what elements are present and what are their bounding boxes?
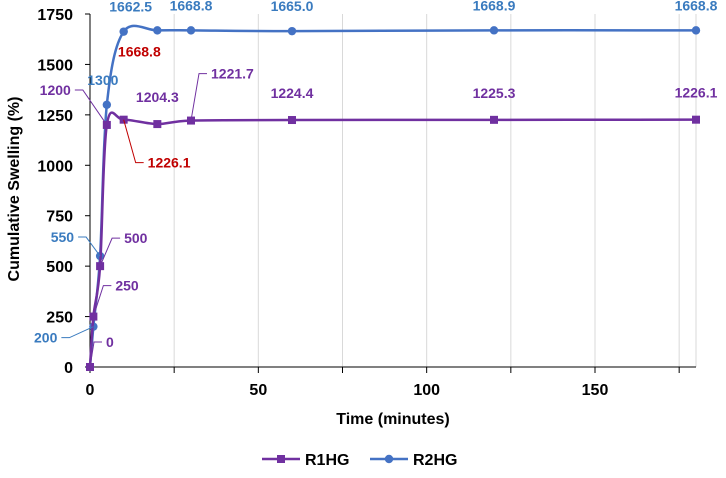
x-tick-label: 50 — [249, 382, 267, 399]
data-label-r2hg: 1668.9 — [473, 0, 516, 13]
y-axis-title: Cumulative Swelling (%) — [6, 97, 23, 282]
data-label-r1hg: 1224.4 — [271, 85, 314, 101]
legend-marker-r1hg — [277, 455, 285, 463]
data-point-r2hg — [691, 26, 701, 35]
y-tick-label: 0 — [64, 360, 73, 377]
data-label-r1hg: 1226.1 — [675, 85, 718, 101]
data-point-r1hg — [153, 120, 162, 129]
data-label-leader — [99, 237, 121, 267]
y-tick-label: 1250 — [37, 108, 73, 125]
legend-label-r2hg: R2HG — [413, 452, 457, 469]
data-label-leader — [92, 285, 112, 317]
x-tick-label: 0 — [86, 382, 95, 399]
data-label-r1hg: 1226.1 — [148, 155, 191, 171]
grid-lines — [173, 14, 697, 367]
data-label-r1hg: 500 — [124, 230, 148, 246]
data-label-r1hg: 0 — [106, 334, 114, 350]
series-layer — [85, 24, 701, 372]
data-label-leader — [78, 236, 101, 257]
y-tick-label: 750 — [46, 209, 73, 226]
data-point-r2hg — [102, 100, 112, 109]
data-label-leader — [74, 89, 108, 126]
data-label-r2hg: 1668.8 — [675, 0, 718, 13]
data-label-r1hg: 1225.3 — [473, 85, 516, 101]
data-label-leader — [123, 119, 144, 164]
data-label-r1hg: 1200 — [40, 82, 71, 98]
data-point-r2hg — [287, 26, 297, 36]
data-point-r2hg — [489, 26, 499, 35]
data-point-r1hg — [692, 115, 700, 124]
x-axis-title: Time (minutes) — [336, 411, 450, 428]
data-label-r2hg: 200 — [34, 330, 58, 346]
y-tick-label: 1000 — [37, 158, 73, 175]
y-tick-label: 1500 — [37, 57, 73, 74]
x-tick-label: 100 — [413, 382, 440, 399]
legend-marker-r2hg — [384, 454, 394, 464]
axes — [89, 14, 696, 368]
data-label-r1hg: 1221.7 — [211, 66, 254, 82]
series-line-r2hg — [88, 24, 697, 368]
data-label-r2hg: 1662.5 — [109, 0, 152, 15]
legend: R1HG R2HG — [262, 452, 457, 469]
y-tick-label: 250 — [46, 310, 73, 327]
data-label-r1hg: 1204.3 — [136, 89, 179, 105]
data-point-r2hg — [119, 27, 128, 36]
y-tick-label: 500 — [46, 259, 73, 276]
y-tick-label: 1750 — [37, 7, 73, 24]
data-label-r2hg: 1668.8 — [118, 43, 161, 59]
data-label-r2hg: 1665.0 — [271, 0, 314, 14]
data-label-r2hg: 1300 — [87, 72, 118, 88]
data-point-r2hg — [186, 26, 196, 35]
y-tick-labels: 0 250 500 750 1000 1250 1500 1750 — [37, 7, 90, 377]
data-label-r2hg: 1668.8 — [170, 0, 213, 13]
x-tick-labels: 0 50 100 150 — [86, 367, 680, 399]
legend-label-r1hg: R1HG — [305, 452, 349, 469]
data-label-r2hg: 550 — [51, 229, 75, 245]
data-label-leader — [61, 326, 94, 339]
data-label-leader — [190, 73, 207, 121]
data-point-r1hg — [288, 116, 296, 125]
x-tick-label: 150 — [582, 382, 609, 399]
data-label-leader — [89, 341, 102, 368]
data-label-r1hg: 250 — [115, 278, 139, 294]
data-point-r1hg — [490, 115, 498, 124]
data-labels-layer: 0 250 500 1200 1226.1 1204.3 1221.7 1224.4 1225.… — [34, 0, 718, 368]
series-line-r1hg — [88, 111, 697, 368]
data-point-r2hg — [153, 26, 162, 35]
